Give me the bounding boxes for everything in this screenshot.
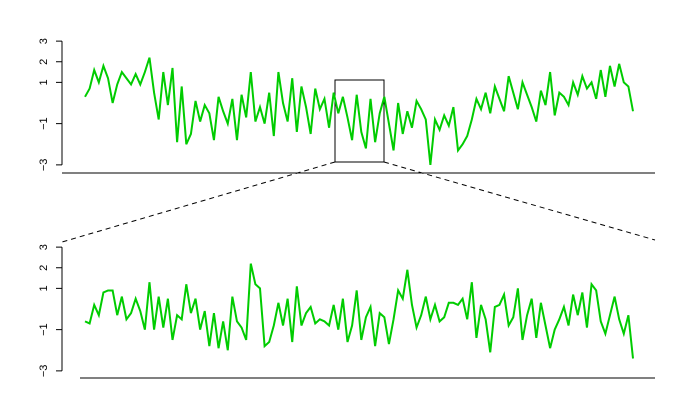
zoom-connector [61, 161, 336, 243]
y-tick-label: 1 [38, 285, 50, 291]
data-line [84, 263, 634, 359]
y-tick-label: 1 [38, 79, 50, 85]
data-line [84, 57, 634, 165]
y-tick-label: −1 [38, 117, 50, 130]
y-tick-label: 3 [38, 38, 50, 44]
y-tick-label: 2 [38, 59, 50, 65]
y-tick-label: 2 [38, 265, 50, 271]
zoom-box [334, 79, 385, 163]
y-tick-label: 3 [38, 244, 50, 250]
y-tick-label: −3 [38, 365, 50, 378]
y-tick-label: −1 [38, 323, 50, 336]
zoom-connector [383, 161, 656, 241]
y-tick-label: −3 [38, 159, 50, 172]
